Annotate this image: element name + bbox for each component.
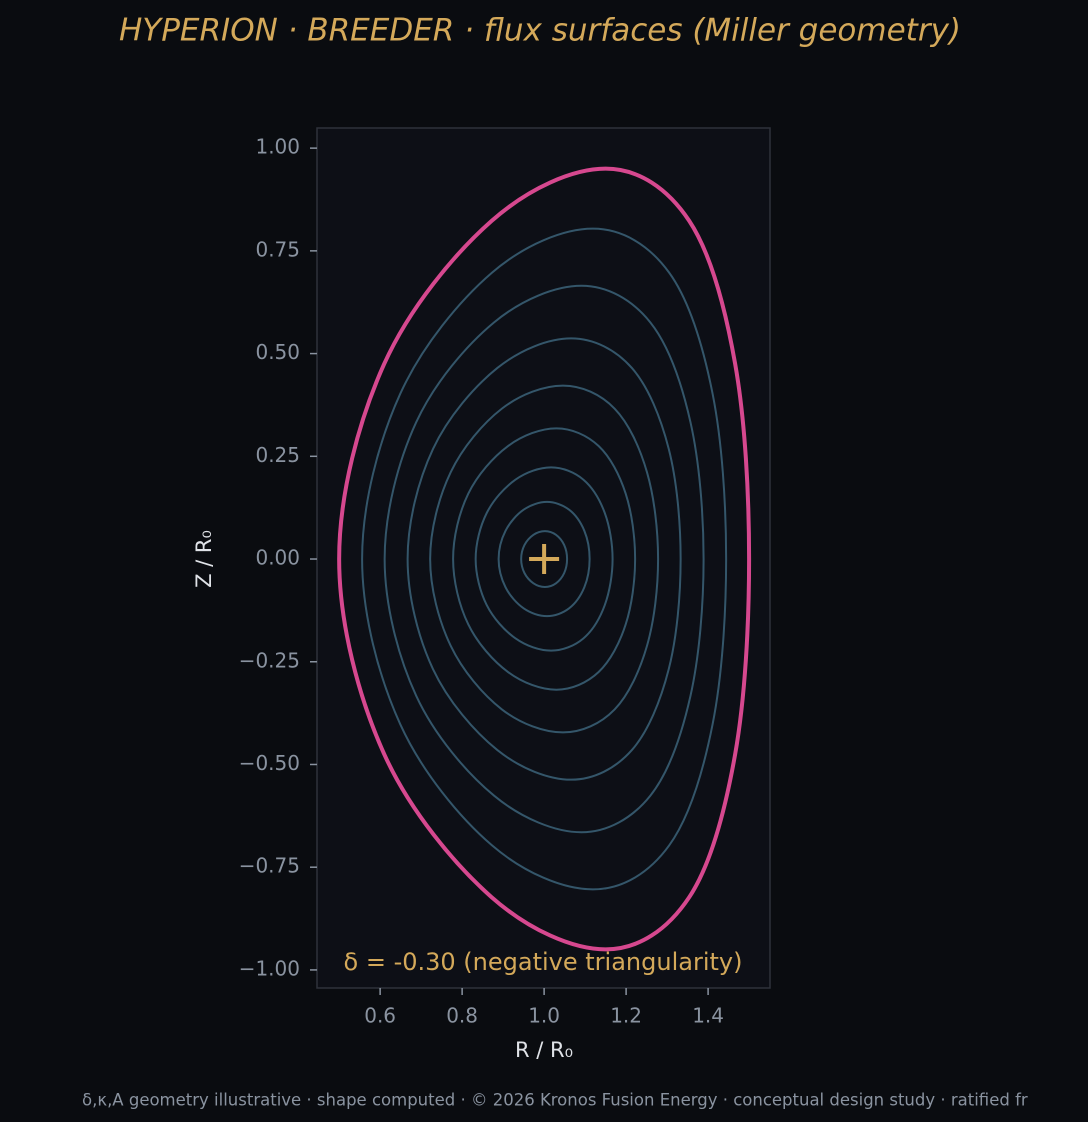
y-tick-label: −0.75 bbox=[239, 854, 300, 878]
y-tick-label: 1.00 bbox=[255, 135, 300, 159]
y-tick-label: −1.00 bbox=[239, 956, 300, 980]
flux-surface bbox=[497, 500, 591, 618]
flux-surface bbox=[383, 284, 705, 834]
flux-surface bbox=[520, 530, 569, 588]
x-tick-label: 0.6 bbox=[364, 1004, 396, 1028]
annotation: δ = -0.30 (negative triangularity) bbox=[344, 948, 743, 976]
flux-surface bbox=[406, 337, 682, 781]
y-tick-label: 0.00 bbox=[255, 546, 300, 570]
x-tick-label: 1.0 bbox=[528, 1004, 560, 1028]
magnetic-axis-marker bbox=[529, 544, 560, 575]
footer: δ,κ,A geometry illustrative · shape comp… bbox=[82, 1091, 1028, 1110]
chart-title: HYPERION · BREEDER · flux surfaces (Mill… bbox=[119, 13, 961, 49]
flux-surface bbox=[361, 227, 728, 891]
flux-surface bbox=[474, 466, 614, 652]
flux-surface bbox=[337, 166, 752, 952]
y-tick-label: 0.75 bbox=[255, 237, 300, 261]
flux-surface bbox=[429, 384, 660, 734]
y-tick-label: 0.50 bbox=[255, 340, 300, 364]
x-tick-label: 1.4 bbox=[692, 1004, 724, 1028]
x-tick-label: 0.8 bbox=[446, 1004, 478, 1028]
y-tick-label: 0.25 bbox=[255, 443, 300, 467]
y-tick-label: −0.50 bbox=[239, 751, 300, 775]
y-axis-label: Z / R₀ bbox=[192, 530, 216, 588]
x-axis-label: R / R₀ bbox=[515, 1038, 573, 1062]
flux-surface bbox=[452, 427, 637, 691]
x-tick-label: 1.2 bbox=[610, 1004, 642, 1028]
y-tick-label: −0.25 bbox=[239, 648, 300, 672]
